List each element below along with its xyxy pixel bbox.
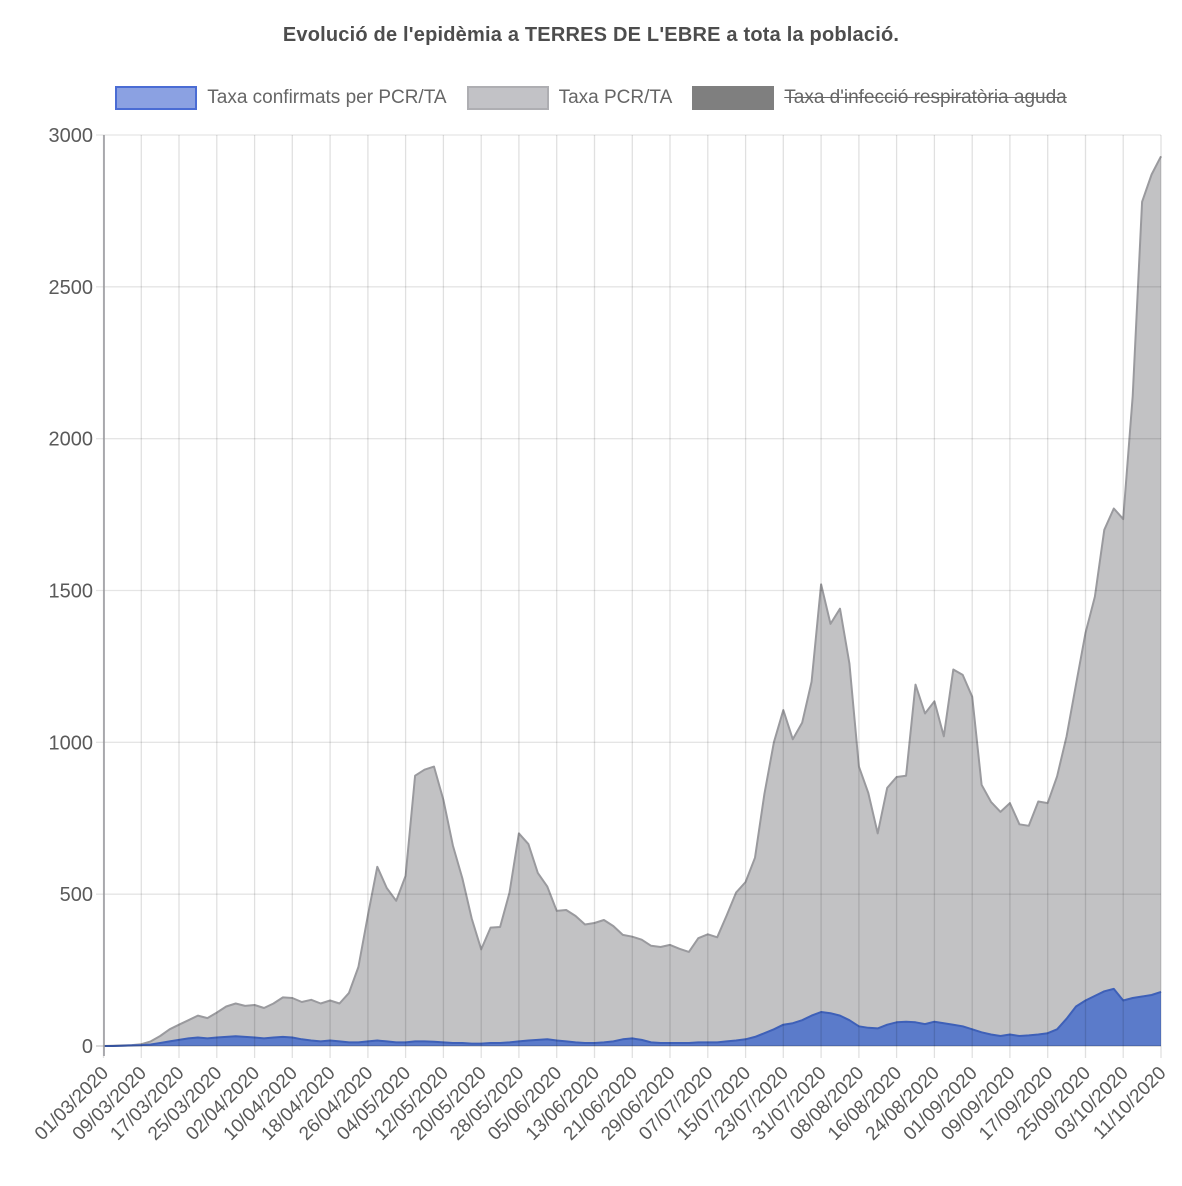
chart-title: Evolució de l'epidèmia a TERRES DE L'EBR… (282, 24, 900, 46)
y-tick-label: 500 (60, 884, 93, 906)
legend-item-1[interactable]: Taxa confirmats per PCR/TA (115, 86, 447, 110)
y-tick-label: 2500 (49, 277, 94, 299)
series-area-1 (103, 988, 1161, 1046)
legend-label: Taxa d'infecció respiratòria aguda (784, 87, 1067, 108)
legend-label: Taxa PCR/TA (558, 87, 673, 108)
y-tick-label: 2000 (49, 429, 94, 451)
y-tick-label: 1000 (49, 732, 94, 754)
y-tick-label: 3000 (49, 125, 94, 147)
legend-label: Taxa confirmats per PCR/TA (207, 87, 447, 108)
y-tick-label: 1500 (49, 581, 94, 603)
legend-swatch-icon (466, 86, 549, 110)
chart-legend: Taxa confirmats per PCR/TA Taxa PCR/TA Tax… (0, 86, 1182, 110)
legend-item-3[interactable]: Taxa d'infecció respiratòria aguda (692, 86, 1067, 110)
legend-item-2[interactable]: Taxa PCR/TA (466, 86, 673, 110)
legend-swatch-icon (692, 86, 775, 110)
series-line-0 (103, 155, 1162, 1047)
y-tick-label: 0 (82, 1036, 93, 1058)
legend-swatch-icon (115, 86, 198, 110)
series-area-0 (103, 156, 1161, 1047)
series-line-1 (103, 987, 1162, 1047)
